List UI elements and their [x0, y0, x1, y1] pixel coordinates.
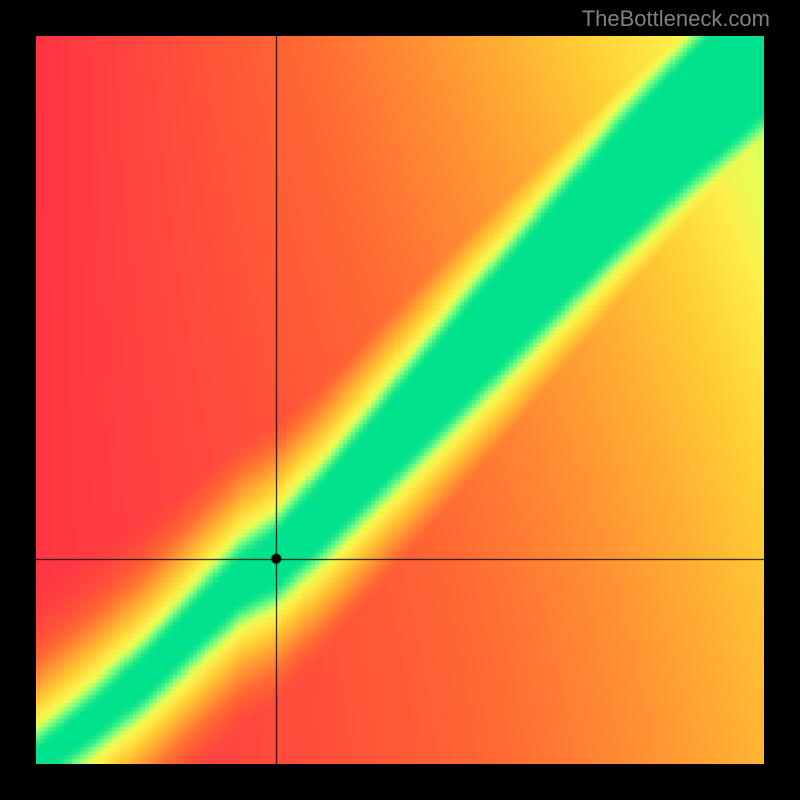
watermark-text: TheBottleneck.com — [582, 6, 770, 32]
heatmap-canvas — [36, 36, 764, 764]
page-container: TheBottleneck.com — [0, 0, 800, 800]
plot-area — [36, 36, 764, 764]
